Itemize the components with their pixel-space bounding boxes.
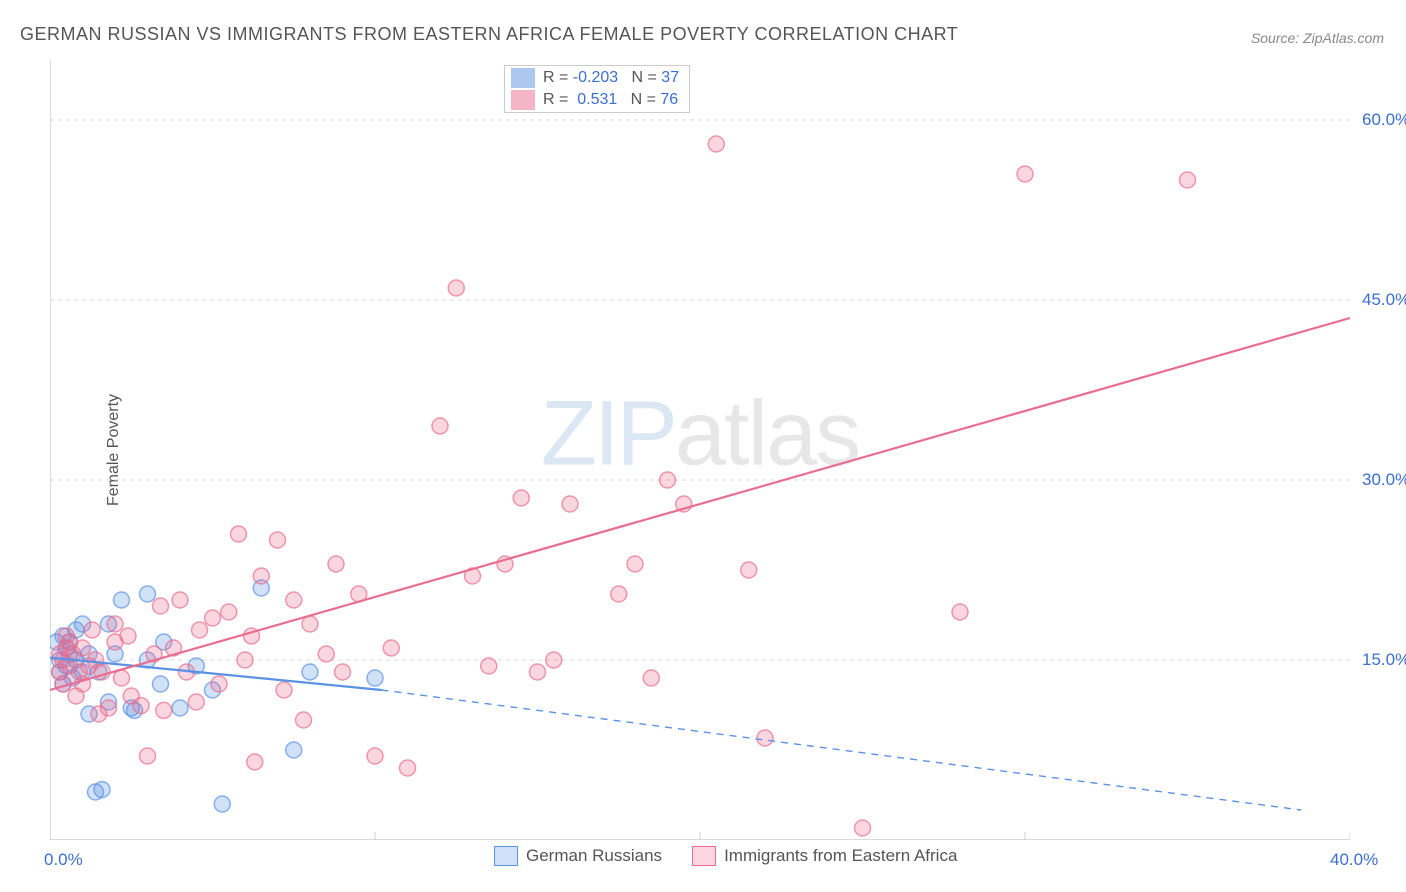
legend-r-n-text: R = 0.531 N = 76 — [543, 91, 678, 109]
y-tick-label: 45.0% — [1362, 290, 1406, 310]
legend-swatch — [692, 846, 716, 866]
x-tick-label: 40.0% — [1330, 850, 1378, 870]
correlation-legend: R = -0.203 N = 37 R = 0.531 N = 76 — [504, 65, 690, 113]
legend-r-n-text: R = -0.203 N = 37 — [543, 69, 679, 87]
legend-series-item: Immigrants from Eastern Africa — [692, 846, 957, 866]
series-legend: German Russians Immigrants from Eastern A… — [494, 846, 957, 866]
legend-swatch — [494, 846, 518, 866]
scatter-plot-svg — [50, 60, 1350, 840]
legend-series-item: German Russians — [494, 846, 662, 866]
y-tick-label: 30.0% — [1362, 470, 1406, 490]
y-tick-label: 60.0% — [1362, 110, 1406, 130]
source-attribution: Source: ZipAtlas.com — [1251, 30, 1384, 46]
chart-title: GERMAN RUSSIAN VS IMMIGRANTS FROM EASTER… — [20, 24, 958, 45]
legend-correlation-row: R = -0.203 N = 37 — [511, 68, 679, 88]
legend-series-label: Immigrants from Eastern Africa — [724, 846, 957, 866]
legend-swatch — [511, 90, 535, 110]
legend-swatch — [511, 68, 535, 88]
y-tick-label: 15.0% — [1362, 650, 1406, 670]
chart-area: Female Poverty ZIPatlas R = -0.203 N = 3… — [50, 60, 1350, 840]
legend-series-label: German Russians — [526, 846, 662, 866]
x-tick-label: 0.0% — [44, 850, 83, 870]
legend-correlation-row: R = 0.531 N = 76 — [511, 90, 679, 110]
